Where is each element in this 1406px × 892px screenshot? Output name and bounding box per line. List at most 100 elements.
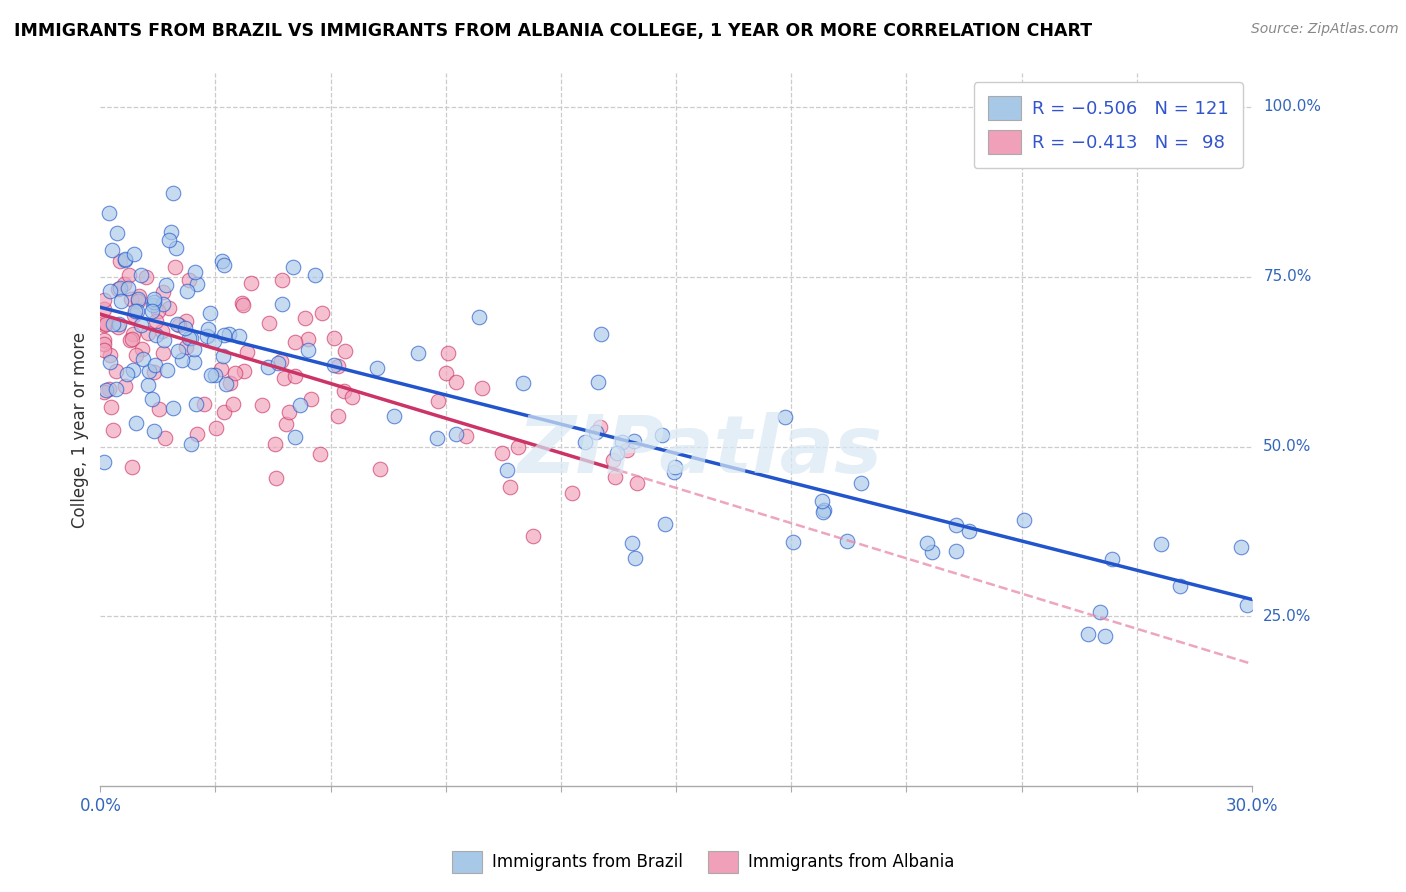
Point <box>93 336 115 351</box>
Point <box>141 304 163 318</box>
Point <box>148 402 170 417</box>
Point <box>174 314 197 328</box>
Point <box>183 355 205 369</box>
Point <box>143 294 166 309</box>
Point <box>328 359 350 373</box>
Point <box>1168 579 1191 593</box>
Point <box>180 331 202 345</box>
Point <box>122 247 145 261</box>
Point <box>651 428 673 442</box>
Point <box>606 446 628 460</box>
Point <box>1088 605 1111 619</box>
Point <box>159 225 181 239</box>
Point <box>93 455 115 469</box>
Point <box>98 382 121 396</box>
Point <box>368 461 391 475</box>
Point <box>434 367 457 381</box>
Point <box>165 241 187 255</box>
Point <box>93 343 115 357</box>
Point <box>195 328 218 343</box>
Point <box>169 318 191 332</box>
Point <box>105 226 128 240</box>
Point <box>290 398 312 412</box>
Point <box>218 376 240 390</box>
Point <box>112 277 135 292</box>
Point <box>224 366 246 380</box>
Point <box>406 346 429 360</box>
Point <box>212 328 235 343</box>
Point <box>437 345 460 359</box>
Point <box>93 316 115 330</box>
Point <box>851 475 873 490</box>
Point <box>180 437 202 451</box>
Text: 100.0%: 100.0% <box>1264 99 1322 114</box>
Point <box>93 318 115 332</box>
Point <box>945 517 967 532</box>
Point <box>499 480 522 494</box>
Point <box>152 297 174 311</box>
Point <box>1077 627 1099 641</box>
Point <box>496 463 519 477</box>
Point <box>128 289 150 303</box>
Point <box>240 276 263 290</box>
Point <box>124 308 146 322</box>
Point <box>150 324 173 338</box>
Point <box>512 376 534 391</box>
Point <box>211 254 233 268</box>
Point <box>231 296 253 310</box>
Point <box>143 365 166 379</box>
Point <box>589 420 612 434</box>
Point <box>591 326 613 341</box>
Point <box>184 397 207 411</box>
Point <box>138 364 160 378</box>
Point <box>93 334 115 348</box>
Point <box>96 384 118 398</box>
Point <box>200 368 222 382</box>
Point <box>142 424 165 438</box>
Point <box>616 442 638 457</box>
Point <box>165 260 187 274</box>
Point <box>654 517 676 532</box>
Point <box>174 321 197 335</box>
Point <box>456 429 478 443</box>
Point <box>277 405 299 419</box>
Point <box>186 427 208 442</box>
Point <box>135 270 157 285</box>
Point <box>218 326 240 341</box>
Point <box>236 345 259 359</box>
Point <box>115 367 138 381</box>
Point <box>945 544 967 558</box>
Point <box>98 348 121 362</box>
Point <box>283 260 305 275</box>
Point <box>257 316 280 330</box>
Point <box>623 434 645 448</box>
Point <box>446 427 468 442</box>
Point <box>162 401 184 415</box>
Point <box>340 391 363 405</box>
Point <box>585 425 607 440</box>
Point <box>100 400 122 414</box>
Point <box>212 405 235 419</box>
Point <box>176 284 198 298</box>
Text: IMMIGRANTS FROM BRAZIL VS IMMIGRANTS FROM ALBANIA COLLEGE, 1 YEAR OR MORE CORREL: IMMIGRANTS FROM BRAZIL VS IMMIGRANTS FRO… <box>14 22 1092 40</box>
Text: 75.0%: 75.0% <box>1264 269 1312 285</box>
Point <box>98 355 121 369</box>
Point <box>198 306 221 320</box>
Point <box>1150 537 1173 551</box>
Point <box>228 328 250 343</box>
Point <box>121 326 143 341</box>
Point <box>586 375 609 389</box>
Point <box>184 265 207 279</box>
Point <box>561 486 583 500</box>
Point <box>921 545 943 559</box>
Point <box>1012 513 1035 527</box>
Point <box>152 346 174 360</box>
Point <box>155 278 177 293</box>
Point <box>145 314 167 328</box>
Point <box>97 206 120 220</box>
Point <box>1101 552 1123 566</box>
Point <box>162 186 184 201</box>
Point <box>297 332 319 346</box>
Point <box>1094 629 1116 643</box>
Legend: Immigrants from Brazil, Immigrants from Albania: Immigrants from Brazil, Immigrants from … <box>446 845 960 880</box>
